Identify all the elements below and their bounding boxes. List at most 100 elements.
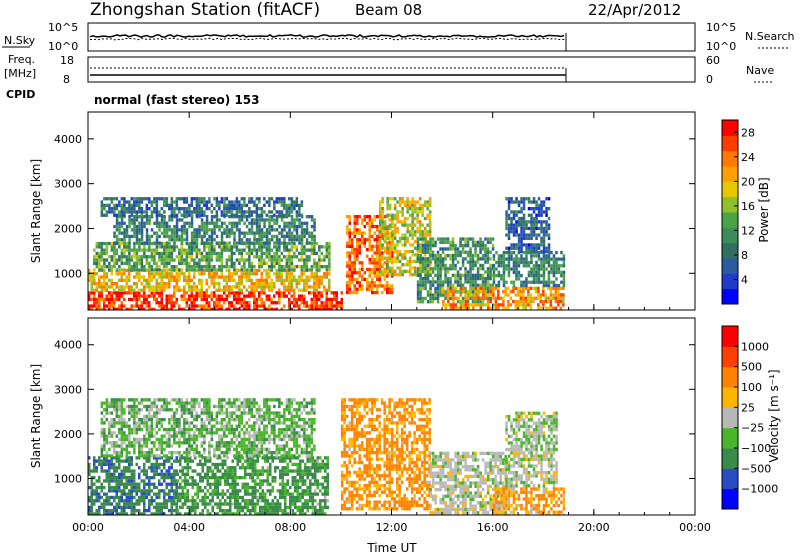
heatmap-cell: [328, 278, 331, 282]
heatmap-cell: [170, 251, 174, 256]
heatmap-cell: [398, 249, 402, 254]
heatmap-cell: [510, 257, 513, 261]
heatmap-cell: [175, 221, 179, 225]
heatmap-cell: [532, 286, 535, 290]
heatmap-cell: [386, 200, 389, 204]
heatmap-cell: [120, 221, 124, 225]
heatmap-cell: [413, 273, 417, 277]
heatmap-cell: [315, 297, 318, 302]
heatmap-cell: [549, 306, 553, 310]
heatmap-cell: [196, 485, 199, 490]
heatmap-cell: [228, 221, 231, 225]
heatmap-cell: [118, 499, 121, 503]
heatmap-cell: [535, 270, 538, 274]
heatmap-cell: [431, 257, 435, 261]
heatmap-cell: [476, 244, 480, 248]
heatmap-cell: [351, 261, 354, 265]
heatmap-cell: [215, 200, 219, 204]
heatmap-cell: [442, 299, 445, 304]
heatmap-cell: [295, 231, 299, 235]
heatmap-cell: [441, 280, 445, 284]
heatmap-cell: [155, 502, 158, 506]
heatmap-cell: [492, 270, 496, 274]
heatmap-cell: [285, 224, 289, 229]
heatmap-cell: [295, 265, 299, 269]
heatmap-cell: [176, 509, 179, 513]
heatmap-cell: [515, 213, 518, 217]
heatmap-cell: [557, 283, 561, 288]
heatmap-cell: [250, 288, 253, 292]
heatmap-cell: [517, 264, 521, 268]
heatmap-cell: [497, 306, 500, 310]
heatmap-cell: [330, 297, 333, 302]
heatmap-cell: [250, 218, 254, 222]
heatmap-cell: [288, 261, 291, 265]
heatmap-cell: [93, 261, 96, 265]
heatmap-cell: [140, 495, 143, 500]
heatmap-cell: [153, 294, 156, 298]
heatmap-cell: [93, 301, 96, 305]
heatmap-cell: [228, 265, 231, 269]
heatmap-cell: [419, 237, 422, 241]
heatmap-cell: [128, 278, 131, 282]
heatmap-cell: [133, 282, 136, 286]
heatmap-cell: [168, 301, 171, 305]
heatmap-cell: [224, 482, 227, 486]
heatmap-cell: [260, 278, 263, 282]
heatmap-cell: [168, 207, 171, 211]
heatmap-cell: [280, 265, 284, 269]
heatmap-cell: [484, 260, 487, 264]
heatmap-cell: [216, 502, 219, 506]
heatmap-cell: [273, 255, 276, 259]
heatmap-cell: [98, 304, 101, 308]
heatmap-cell: [527, 249, 531, 254]
heatmap-cell: [275, 221, 279, 225]
heatmap-cell: [353, 257, 356, 262]
heatmap-cell: [303, 304, 306, 308]
heatmap-cell: [143, 301, 146, 305]
heatmap-cell: [557, 270, 561, 274]
heatmap-cell: [426, 263, 430, 268]
heatmap-cell: [120, 210, 124, 214]
heatmap-cell: [426, 213, 429, 217]
heatmap-cell: [153, 275, 156, 279]
heatmap-cell: [454, 296, 458, 300]
heatmap-cell: [562, 260, 566, 265]
heatmap-cell: [226, 489, 229, 493]
heatmap-cell: [88, 304, 91, 308]
heatmap-cell: [128, 476, 131, 480]
heatmap-cell: [403, 256, 407, 260]
heatmap-cell: [118, 456, 121, 460]
heatmap-cell: [258, 258, 261, 262]
heatmap-cell: [368, 287, 371, 291]
heatmap-cell: [248, 258, 251, 262]
heatmap-cell: [118, 495, 121, 500]
nsearch-tick-bottom: 10^0: [706, 40, 736, 53]
heatmap-cell: [502, 299, 505, 304]
heatmap-cell: [255, 268, 258, 273]
heatmap-cell: [88, 469, 91, 473]
heatmap-cell: [98, 282, 101, 286]
heatmap-cell: [492, 264, 496, 268]
heatmap-cell: [522, 293, 525, 297]
heatmap-cell: [135, 248, 139, 252]
heatmap-cell: [193, 261, 196, 265]
heatmap-cell: [145, 203, 149, 207]
heatmap-cell: [447, 303, 450, 307]
heatmap-cell: [133, 485, 136, 490]
heatmap-cell: [113, 499, 116, 503]
heatmap-cell: [173, 238, 176, 242]
heatmap-cell: [512, 250, 516, 255]
heatmap-cell: [449, 257, 452, 261]
y-tick-label: 1000: [54, 267, 82, 280]
heatmap-cell: [288, 255, 291, 259]
heatmap-cell: [441, 257, 445, 261]
heatmap-cell: [170, 245, 174, 249]
heatmap-cell: [482, 290, 485, 294]
heatmap-cell: [560, 250, 563, 255]
heatmap-cell: [204, 485, 207, 490]
heatmap-cell: [108, 489, 111, 493]
station-title: Zhongshan Station (fitACF): [90, 0, 320, 20]
heatmap-cell: [530, 226, 533, 231]
heatmap-cell: [283, 245, 286, 249]
